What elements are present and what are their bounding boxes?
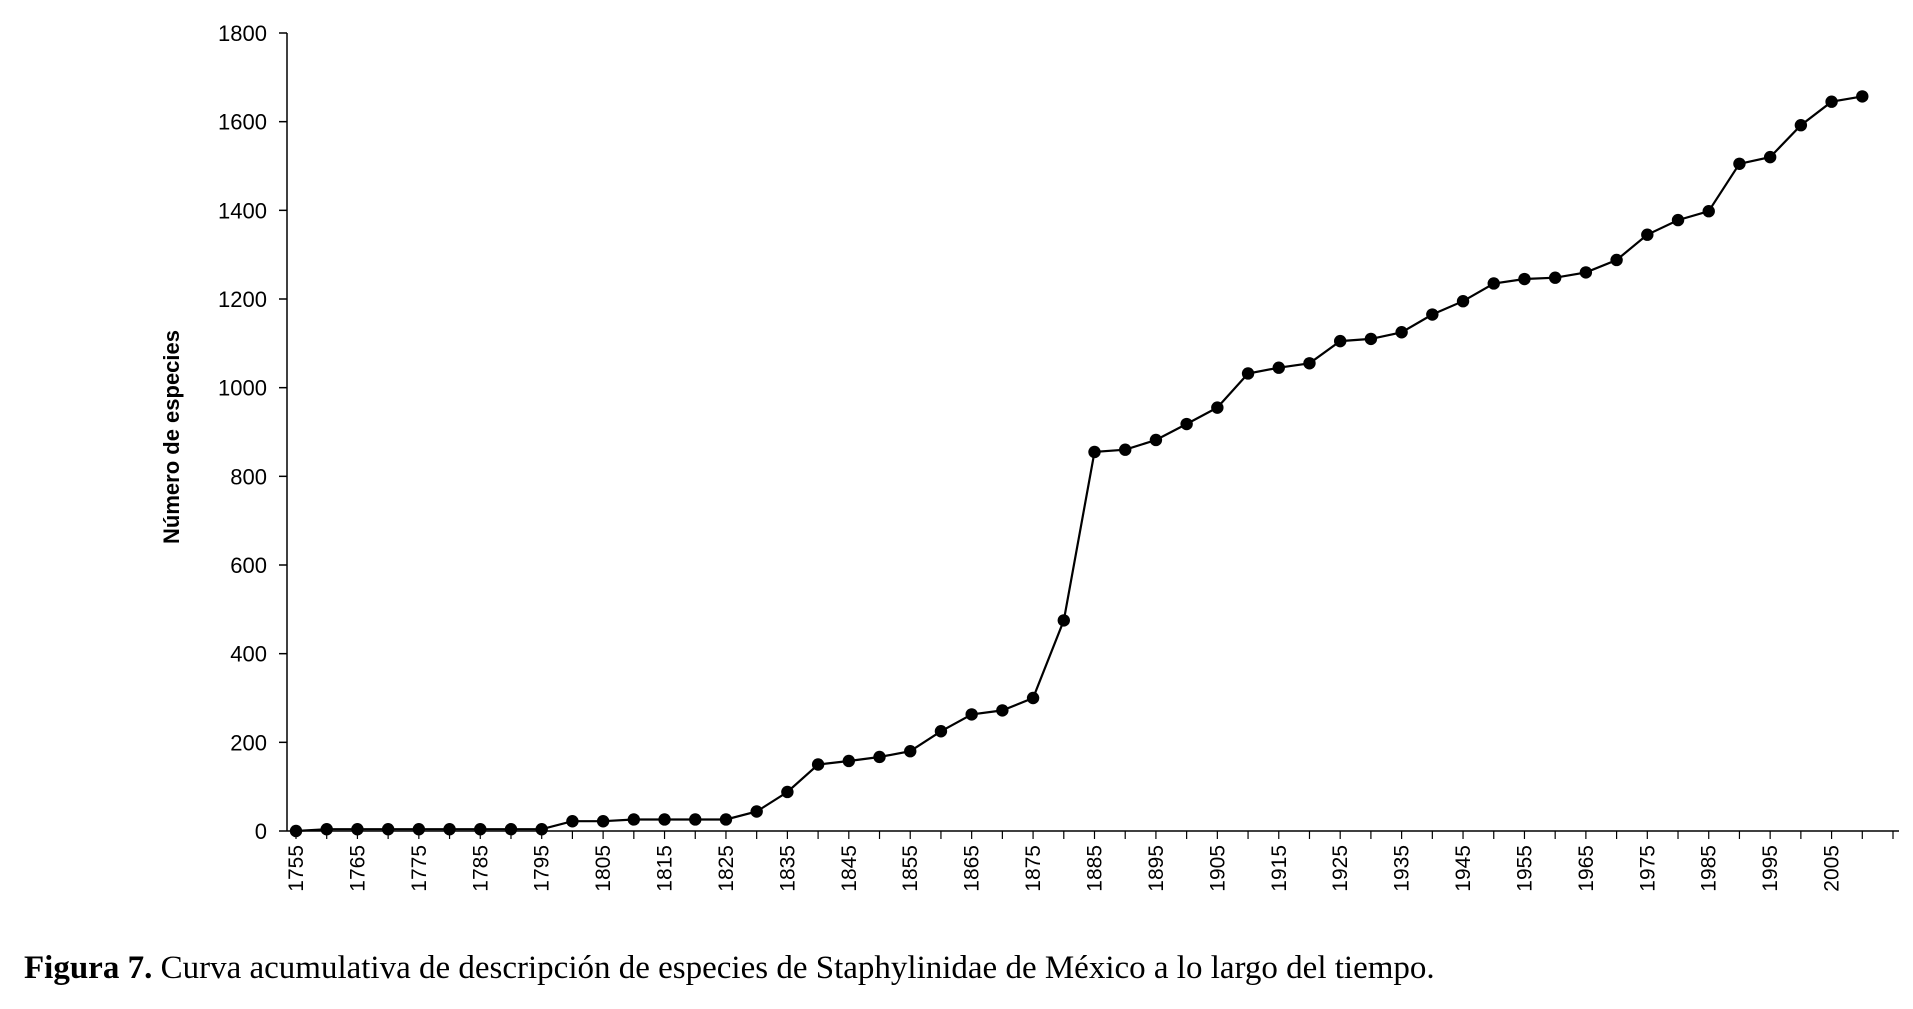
data-point (1671, 213, 1685, 227)
data-point (1610, 253, 1623, 267)
x-tick-label: 1995 (1759, 845, 1782, 892)
x-tick-label: 1825 (715, 845, 738, 892)
x-tick-label: 1835 (776, 845, 799, 892)
data-point (1180, 417, 1193, 431)
data-point (781, 785, 794, 799)
data-point (719, 813, 733, 826)
x-tick-label: 1915 (1268, 845, 1291, 892)
y-tick-label: 200 (230, 730, 267, 755)
data-point (1088, 445, 1101, 459)
y-tick-label: 1800 (218, 21, 267, 46)
data-point (1641, 228, 1654, 241)
x-tick-label: 1785 (469, 845, 492, 892)
data-point (1303, 357, 1316, 370)
data-point (351, 823, 364, 836)
data-point (289, 824, 303, 838)
x-tick-label: 2005 (1821, 845, 1844, 892)
x-tick-label: 1925 (1329, 845, 1352, 892)
caption-text: Curva acumulativa de descripción de espe… (152, 950, 1435, 986)
x-tick-label: 1945 (1452, 845, 1475, 892)
x-tick-label: 1895 (1145, 845, 1168, 892)
data-point (1794, 119, 1808, 132)
data-point (1272, 361, 1285, 374)
data-point (1548, 271, 1562, 284)
data-point (474, 823, 487, 836)
data-point (1702, 205, 1715, 218)
x-tick-label: 1815 (654, 845, 677, 892)
data-point (658, 813, 671, 826)
x-tick-label: 1875 (1022, 845, 1045, 892)
x-tick-label: 1855 (899, 845, 922, 892)
data-point (443, 823, 456, 836)
y-tick-label: 600 (230, 553, 267, 578)
data-point (996, 704, 1009, 717)
data-point (750, 805, 763, 818)
data-point (320, 823, 333, 836)
data-point (1733, 157, 1746, 170)
data-point (1825, 95, 1838, 108)
data-point (1487, 277, 1500, 290)
x-tick-label: 1905 (1206, 845, 1229, 892)
data-point (504, 823, 518, 836)
series-line (295, 95, 1863, 833)
data-point (412, 823, 426, 836)
data-point (535, 823, 548, 836)
x-tick-label: 1865 (961, 845, 984, 892)
x-tick-label: 1765 (346, 845, 369, 892)
y-tick-label: 1400 (218, 198, 267, 223)
data-point (842, 754, 856, 768)
data-point (811, 758, 825, 771)
y-tick-label: 400 (230, 642, 267, 667)
x-tick-label: 1885 (1084, 845, 1107, 892)
data-point (904, 745, 917, 758)
data-point (1364, 332, 1378, 346)
data-point (1026, 691, 1040, 705)
data-point (1119, 443, 1132, 456)
data-point (1763, 150, 1777, 164)
x-tick-label: 1955 (1513, 845, 1536, 892)
x-tick-label: 1805 (592, 845, 615, 892)
y-tick-label: 0 (255, 819, 267, 844)
x-axis: 1755 1765 1775 1785 1795 1805 1815 1825 1835 1845… (285, 830, 1899, 892)
y-axis: 0 200 400 600 800 1000 1200 1400 1600 1800 (218, 21, 288, 844)
data-point (1057, 614, 1070, 627)
data-point (1426, 308, 1439, 321)
data-point (689, 813, 702, 826)
x-tick-label: 1985 (1698, 845, 1721, 892)
y-tick-label: 1000 (218, 376, 267, 401)
data-point (873, 750, 886, 764)
caption-label: Figura 7. (24, 950, 153, 986)
x-tick-label: 1795 (531, 845, 554, 892)
x-tick-label: 1775 (408, 845, 431, 892)
x-tick-label: 1965 (1575, 845, 1598, 892)
y-axis-label: Número de especies (159, 330, 184, 544)
data-point (1395, 326, 1408, 339)
x-tick-label: 1935 (1391, 845, 1414, 892)
data-point (1241, 367, 1255, 380)
data-point (627, 813, 641, 826)
data-point (934, 725, 948, 738)
x-tick-label: 1845 (838, 845, 861, 892)
y-tick-label: 1200 (218, 287, 267, 312)
data-point (1333, 334, 1347, 348)
data-point (381, 823, 395, 836)
data-point (566, 815, 579, 828)
y-tick-label: 800 (230, 464, 267, 489)
x-tick-label: 1755 (285, 845, 308, 892)
data-point (1579, 266, 1593, 279)
data-point (1149, 433, 1163, 447)
figure-caption: Figura 7. Curva acumulativa de descripci… (24, 950, 1904, 987)
x-tick-label: 1975 (1636, 845, 1659, 892)
data-point (1456, 295, 1470, 308)
data-point (1211, 401, 1224, 414)
series-layer (289, 90, 1869, 838)
data-point (1856, 90, 1869, 103)
data-point (1518, 272, 1531, 286)
y-tick-label: 1600 (218, 110, 267, 135)
data-point (596, 815, 610, 828)
data-point (965, 708, 978, 721)
